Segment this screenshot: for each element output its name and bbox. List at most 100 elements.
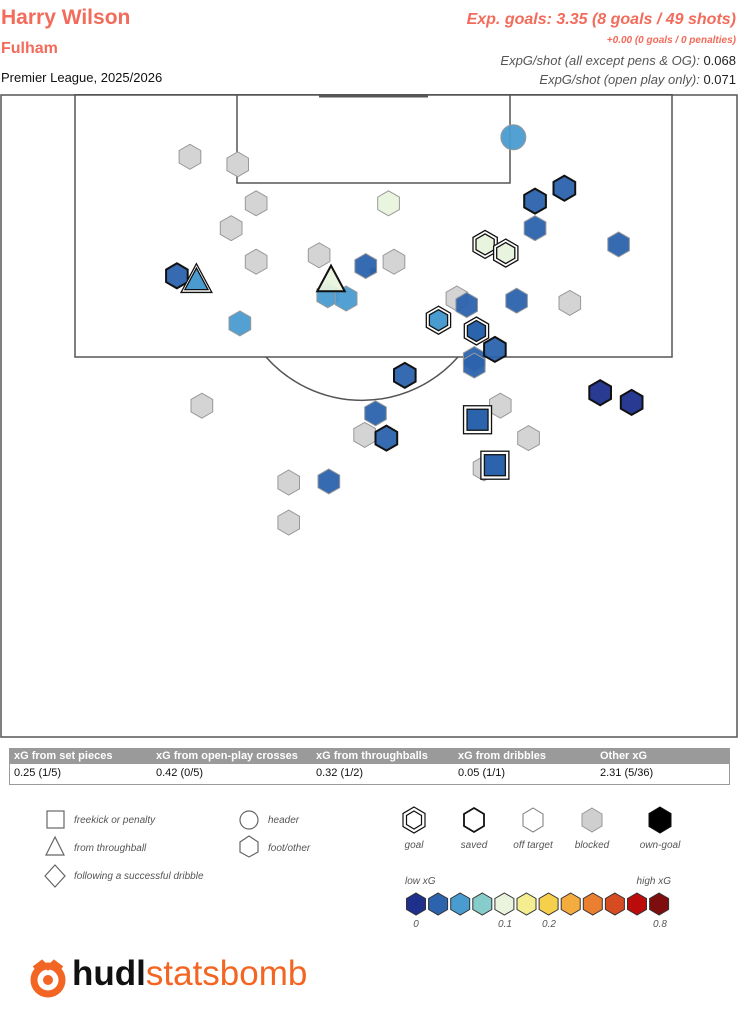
shot-shape	[277, 509, 300, 536]
header-set-pieces: xG from set pieces	[14, 750, 113, 762]
shot-shape	[244, 248, 268, 275]
value-throughballs: 0.32 (1/2)	[316, 767, 364, 779]
legend-blocked-label: blocked	[575, 840, 610, 851]
shot-marker	[178, 143, 202, 170]
shot-marker	[315, 263, 347, 293]
shot-shape	[500, 124, 527, 151]
scale-swatch	[627, 892, 647, 916]
shot-shape	[354, 253, 378, 280]
throughball-triangle-icon	[45, 835, 65, 856]
shot-marker	[307, 242, 331, 269]
value-dribbles: 0.05 (1/1)	[458, 767, 506, 779]
shot-marker	[619, 388, 644, 417]
xg-per-shot-open: ExpG/shot (open play only): 0.071	[539, 72, 736, 87]
shot-marker	[382, 248, 406, 275]
shot-marker	[277, 469, 300, 496]
shot-marker	[552, 174, 577, 202]
freekick-square-icon	[46, 810, 65, 829]
shot-shape	[374, 424, 399, 452]
shot-marker	[480, 450, 510, 480]
shot-marker	[377, 190, 400, 217]
scale-swatch	[516, 892, 537, 916]
shot-shape	[219, 215, 243, 242]
competition-label: Premier League, 2025/2026	[1, 70, 163, 85]
shot-marker	[179, 262, 213, 294]
shot-shape	[315, 263, 347, 293]
shot-marker	[523, 187, 547, 215]
legend-header-label: header	[268, 815, 300, 826]
legend-high-xg-label: high xG	[637, 876, 672, 887]
scale-tick-0-8: 0.8	[653, 919, 667, 930]
shot-shape	[165, 262, 189, 290]
legend-foot-label: foot/other	[268, 843, 311, 854]
xg-per-shot-all-value: 0.068	[703, 53, 736, 68]
shot-shape	[489, 392, 512, 419]
shot-marker	[462, 405, 493, 435]
shot-marker	[317, 468, 341, 495]
xg-per-shot-open-value: 0.071	[703, 72, 736, 87]
shot-shape	[228, 310, 252, 337]
legend: freekick or penalty from throughball fol…	[44, 806, 681, 930]
own-goal-hexagon-icon	[648, 806, 672, 834]
shot-shape	[552, 174, 577, 202]
legend-outcomes: goal saved off target blocked own-goal	[402, 806, 681, 851]
shot-marker	[165, 262, 189, 290]
scale-swatch	[450, 892, 471, 916]
shot-goal-fill	[183, 266, 210, 291]
value-other-xg: 2.31 (5/36)	[600, 767, 654, 779]
header-throughballs: xG from throughballs	[316, 750, 428, 762]
shot-goal-fill	[428, 308, 449, 332]
xg-per-shot-all: ExpG/shot (all except pens & OG): 0.068	[500, 53, 736, 68]
header-open-play-crosses: xG from open-play crosses	[156, 750, 298, 762]
scale-swatch	[560, 892, 581, 916]
legend-own-goal-label: own-goal	[640, 840, 681, 851]
shot-shape	[619, 388, 644, 417]
shot-shape	[483, 335, 507, 364]
goal-hexagon-inner-icon	[405, 810, 423, 830]
shot-shape	[462, 352, 486, 379]
brand-part-hudl: hudl	[72, 954, 146, 993]
shot-shape	[244, 190, 268, 217]
scale-swatch	[649, 892, 670, 916]
shot-marker	[505, 287, 528, 314]
shot-shape	[382, 248, 406, 275]
expected-goals-summary: Exp. goals: 3.35 (8 goals / 49 shots)	[466, 11, 736, 28]
shot-marker	[462, 352, 486, 379]
scale-tick-0-2: 0.2	[542, 919, 556, 930]
brand-part-statsbomb: statsbomb	[145, 954, 308, 993]
value-open-play-crosses: 0.42 (0/5)	[156, 767, 204, 779]
shot-marker	[334, 285, 358, 312]
player-name: Harry Wilson	[1, 6, 131, 29]
shot-marker	[472, 229, 498, 260]
xg-per-shot-open-label: ExpG/shot (open play only):	[539, 72, 700, 87]
penalties-summary: +0.00 (0 goals / 0 penalties)	[606, 35, 736, 46]
shot-shape	[505, 287, 528, 314]
legend-goal-label: goal	[405, 840, 425, 851]
shot-map-pitch	[0, 94, 738, 738]
penalty-arc	[265, 356, 459, 402]
legend-low-xg-label: low xG	[405, 876, 436, 887]
penalty-box	[74, 94, 673, 358]
shot-goal-fill	[475, 233, 495, 256]
shot-marker	[364, 400, 387, 427]
shot-marker	[425, 305, 452, 335]
hudl-logo-icon	[30, 959, 66, 998]
xg-color-scale	[406, 892, 670, 916]
shot-marker	[354, 253, 378, 280]
legend-dribble-label: following a successful dribble	[74, 871, 204, 882]
shot-marker	[228, 310, 252, 337]
xg-per-shot-all-label: ExpG/shot (all except pens & OG):	[500, 53, 700, 68]
shot-marker	[607, 231, 630, 258]
shots-layer	[165, 124, 644, 536]
shot-marker	[190, 392, 214, 419]
scale-swatch	[582, 892, 603, 916]
foot-hexagon-icon	[239, 835, 259, 858]
blocked-hexagon-icon	[581, 807, 603, 833]
shot-goal-fill	[466, 319, 487, 343]
shot-shape	[178, 143, 202, 170]
shot-marker	[517, 425, 540, 452]
shot-goal-fill	[483, 454, 507, 477]
scale-swatch	[538, 892, 559, 916]
shot-marker	[244, 248, 268, 275]
xg-breakdown-value-row: 0.25 (1/5) 0.42 (0/5) 0.32 (1/2) 0.05 (1…	[10, 764, 729, 783]
